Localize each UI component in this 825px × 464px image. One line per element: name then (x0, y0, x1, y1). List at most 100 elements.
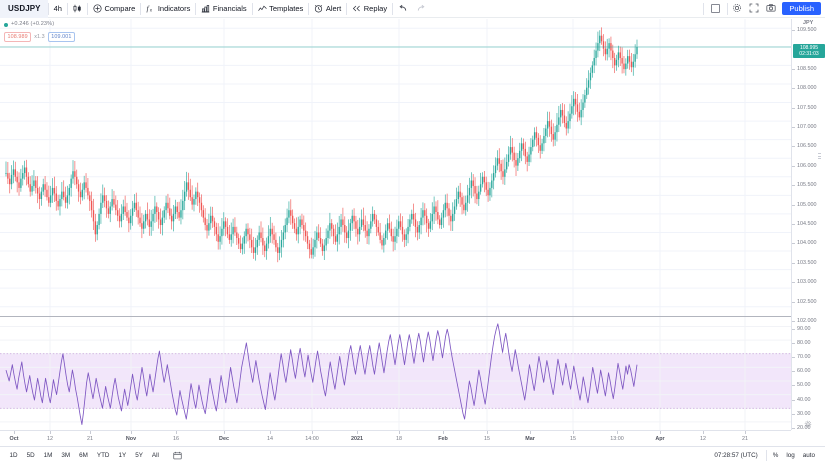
toolbar-divider (66, 2, 68, 15)
price-axis-label: 102.000 (797, 318, 817, 324)
time-axis-label: Dec (219, 436, 229, 442)
single-layout-icon (711, 4, 721, 13)
price-axis-tick (792, 321, 795, 322)
replay-icon (352, 4, 361, 13)
time-axis-tick (131, 431, 132, 434)
time-axis-tick (617, 431, 618, 434)
price-axis-tick (792, 165, 795, 167)
range-button-all[interactable]: All (151, 452, 159, 459)
financials-label: Financials (212, 4, 247, 13)
range-button-group: 1D 5D 1M 3M 6M YTD 1Y 5Y All (0, 451, 163, 460)
price-axis-label: 105.500 (797, 182, 817, 189)
clock-label[interactable]: 07:28:57 (UTC) (714, 452, 758, 459)
current-price-value: 108.995 (799, 45, 819, 51)
time-axis-tick (745, 431, 746, 434)
legend-low-value: 108.989 (4, 32, 32, 42)
current-price-tag: 108.995 02:31:03 (793, 44, 825, 58)
compare-label: Compare (104, 4, 136, 13)
price-axis-tick (792, 243, 795, 245)
plus-circle-icon (93, 4, 102, 13)
undo-arrow-icon (398, 4, 407, 13)
settings-button[interactable] (728, 0, 745, 18)
legend-high-value: 109.001 (47, 32, 75, 42)
time-axis-tick (703, 431, 704, 434)
time-axis-tick (443, 431, 444, 434)
scale-toggle-auto[interactable]: auto (802, 452, 815, 459)
range-button-3m[interactable]: 3M (61, 452, 71, 459)
price-axis-label: 108.500 (797, 65, 817, 72)
time-axis-tick (224, 431, 225, 434)
price-chart-pane[interactable] (0, 19, 791, 316)
rsi-axis-label: 20.00 (797, 424, 811, 431)
time-axis-tick (573, 431, 574, 434)
range-button-5d[interactable]: 5D (26, 452, 35, 459)
layout-button[interactable] (704, 4, 727, 13)
time-axis-label: 14 (267, 436, 273, 442)
time-axis[interactable]: Oct 12 21 Nov 16 Dec 14 14:00 2021 18 Feb 15 Mar 15 13… (0, 430, 791, 446)
price-axis-tick (792, 107, 795, 109)
interval-button[interactable]: 4h (53, 4, 62, 13)
price-axis-tick (792, 204, 795, 206)
price-axis-label: 105.000 (797, 201, 817, 208)
range-button-1d[interactable]: 1D (9, 452, 18, 459)
price-axis-tick (792, 185, 795, 187)
toolbar-divider (47, 2, 49, 15)
financials-button[interactable]: Financials (196, 0, 251, 18)
svg-text:f: f (147, 4, 150, 13)
time-axis-label: 12 (47, 436, 53, 442)
fullscreen-button[interactable] (745, 0, 762, 18)
undo-button[interactable] (393, 0, 412, 18)
compare-button[interactable]: Compare (88, 0, 140, 18)
scale-toggle-log[interactable]: log (786, 452, 795, 459)
toolbar-divider (727, 2, 729, 15)
price-candlestick-plot (0, 19, 791, 316)
pane-divider[interactable] (0, 316, 791, 317)
price-axis-tick (792, 224, 795, 225)
range-button-1m[interactable]: 1M (43, 452, 53, 459)
chart-type-button[interactable] (68, 0, 87, 18)
gear-icon (732, 3, 742, 15)
price-axis-label: 107.500 (797, 104, 817, 111)
rsi-axis-tick (792, 343, 795, 345)
replay-label: Replay (363, 4, 388, 13)
time-axis-label: 2021 (351, 436, 363, 442)
calendar-icon[interactable] (170, 449, 184, 463)
time-axis-tick (357, 431, 358, 434)
legend-change-row: +0.246 (+0.23%) (4, 21, 75, 29)
toolbar-divider (308, 2, 310, 15)
snapshot-button[interactable] (762, 0, 779, 18)
time-axis-tick (487, 431, 488, 434)
toolbar-divider (86, 2, 88, 15)
price-axis[interactable]: JPY 108.995 02:31:03 109.500 108.500 108.0… (791, 19, 825, 431)
publish-button[interactable]: Publish (782, 2, 821, 15)
range-button-5y[interactable]: 5Y (135, 452, 143, 459)
toolbar-divider (703, 2, 705, 15)
indicators-label: Indicators (157, 4, 191, 13)
axis-scale-handle[interactable] (816, 147, 823, 165)
price-axis-label: 109.500 (797, 27, 817, 33)
indicators-button[interactable]: f x Indicators (141, 0, 195, 18)
axis-settings-gear-icon[interactable] (804, 420, 812, 428)
time-axis-tick (90, 431, 91, 434)
range-button-1y[interactable]: 1Y (118, 452, 127, 459)
rsi-indicator-pane[interactable] (0, 317, 791, 430)
time-axis-label: 12 (700, 436, 706, 442)
range-button-6m[interactable]: 6M (79, 452, 88, 459)
time-axis-label: 21 (87, 436, 93, 442)
templates-button[interactable]: Templates (253, 0, 309, 18)
time-axis-label: 16 (173, 436, 179, 442)
top-toolbar: USDJPY 4h (0, 0, 825, 18)
publish-label: Publish (789, 4, 814, 13)
replay-button[interactable]: Replay (347, 0, 392, 18)
scale-toggle-percent[interactable]: % (772, 452, 779, 459)
range-button-ytd[interactable]: YTD (96, 452, 110, 459)
time-axis-label: Nov (125, 436, 137, 442)
redo-button[interactable] (412, 0, 431, 18)
alert-button[interactable]: Alert (309, 0, 346, 18)
rsi-line-plot (0, 317, 791, 430)
price-axis-unit: JPY (803, 20, 814, 26)
rsi-axis-tick (792, 329, 795, 330)
toolbar-right-group: Publish (703, 0, 825, 18)
symbol-button[interactable]: USDJPY (0, 0, 48, 18)
